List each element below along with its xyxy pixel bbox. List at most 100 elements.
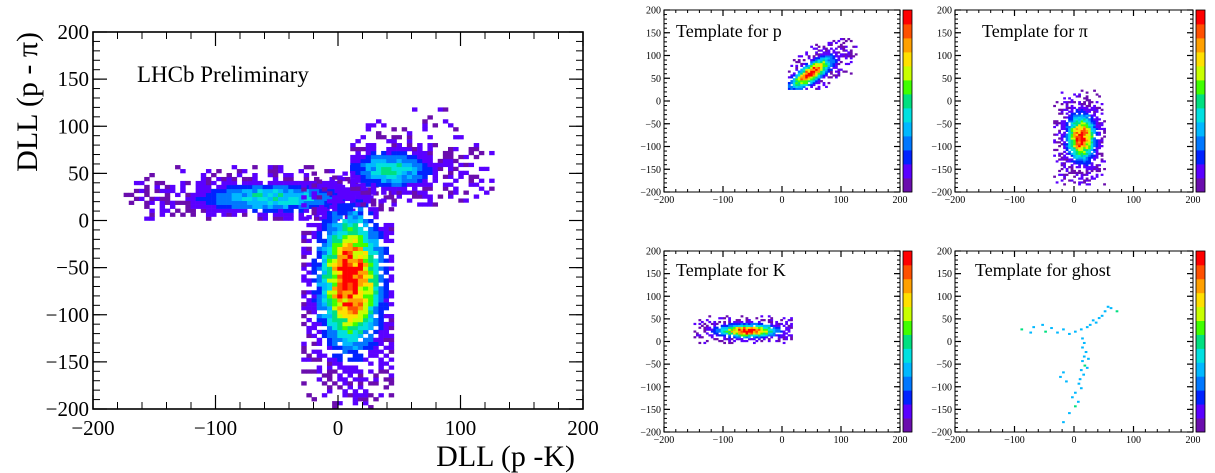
- heatmap-bin: [1053, 139, 1056, 142]
- heatmap-bin: [1058, 141, 1061, 144]
- heatmap-bin: [735, 322, 739, 326]
- heatmap-bin: [1088, 103, 1091, 106]
- heatmap-bin: [362, 401, 369, 406]
- heatmap-bin: [842, 70, 846, 73]
- heatmap-bin: [703, 328, 707, 331]
- heatmap-bin: [321, 207, 328, 212]
- heatmap-bin: [785, 322, 788, 326]
- heatmap-bin: [1083, 150, 1086, 153]
- heatmap-bin: [733, 330, 736, 333]
- heatmap-bin: [365, 162, 372, 168]
- heatmap-bin: [822, 83, 826, 87]
- heatmap-bin: [347, 325, 353, 331]
- heatmap-bin: [175, 192, 181, 198]
- heatmap-bin: [236, 184, 243, 190]
- heatmap-bin: [1098, 125, 1101, 129]
- heatmap-bin: [1090, 164, 1094, 167]
- heatmap-bin: [342, 187, 348, 192]
- heatmap-bin: [847, 53, 851, 56]
- heatmap-bin: [337, 353, 343, 358]
- heatmap-bin: [342, 207, 348, 212]
- heatmap-bin: [780, 330, 784, 333]
- heatmap-bin: [834, 60, 838, 64]
- heatmap-bin: [368, 262, 374, 267]
- heatmap-bin: [842, 53, 846, 56]
- heatmap-bin: [745, 336, 749, 339]
- heatmap-bin: [211, 188, 217, 194]
- heatmap-bin: [827, 43, 831, 46]
- heatmap-bin: [373, 286, 379, 291]
- heatmap-bin: [272, 216, 279, 221]
- heatmap-bin: [342, 226, 348, 232]
- heatmap-bin: [326, 317, 333, 323]
- heatmap-bin: [383, 278, 390, 283]
- heatmap-bin: [1098, 146, 1101, 150]
- heatmap-bin: [830, 47, 833, 50]
- heatmap-bin: [352, 226, 359, 232]
- heatmap-bin: [306, 290, 312, 295]
- heatmap-bin: [247, 196, 253, 202]
- heatmap-bin: [807, 64, 811, 67]
- heatmap-bin: [360, 158, 366, 164]
- heatmap-bin: [316, 274, 323, 279]
- heatmap-bin: [272, 165, 279, 170]
- heatmap-bin: [1068, 141, 1071, 144]
- heatmap-bin: [1083, 110, 1086, 113]
- heatmap-bin: [812, 62, 816, 66]
- heatmap-bin: [738, 330, 741, 333]
- heatmap-bin: [740, 320, 744, 324]
- heatmap-bin: [1100, 122, 1104, 125]
- heatmap-bin: [257, 200, 263, 205]
- heatmap-bin: [1070, 116, 1074, 119]
- heatmap-bin: [321, 254, 328, 259]
- heatmap-bin: [337, 294, 343, 299]
- heatmap-bin: [1100, 152, 1104, 155]
- heatmap-bin: [205, 212, 212, 217]
- heatmap-bin: [1060, 133, 1064, 136]
- heatmap-bin: [406, 135, 413, 140]
- heatmap-bin: [1090, 127, 1094, 131]
- heatmap-bin: [1075, 95, 1079, 98]
- color-scale-segment: [1196, 306, 1205, 322]
- heatmap-bin: [200, 180, 207, 186]
- heatmap-bin: [1090, 141, 1094, 144]
- heatmap-bin: [765, 332, 769, 335]
- heatmap-bin: [332, 222, 338, 228]
- heatmap-bin: [342, 222, 348, 228]
- heatmap-bin: [355, 174, 361, 179]
- heatmap-bin: [760, 330, 764, 333]
- heatmap-bin: [205, 188, 212, 194]
- heatmap-bin: [713, 332, 717, 335]
- heatmap-bin: [337, 250, 343, 255]
- heatmap-bin: [326, 325, 333, 331]
- heatmap-bin: [332, 325, 338, 331]
- heatmap-bin: [324, 196, 330, 202]
- heatmap-bin: [725, 332, 729, 335]
- heatmap-bin: [342, 298, 348, 303]
- heatmap-bin: [352, 246, 359, 251]
- heatmap-bin: [411, 182, 418, 187]
- heatmap-bin: [221, 192, 227, 198]
- heatmap-bin: [473, 143, 480, 148]
- heatmap-bin: [303, 165, 310, 170]
- heatmap-bin: [417, 154, 423, 160]
- heatmap-bin: [757, 320, 761, 324]
- heatmap-bin: [272, 176, 279, 182]
- heatmap-bin: [378, 294, 384, 299]
- heatmap-bin: [381, 162, 387, 168]
- heatmap-bin: [1050, 327, 1053, 330]
- heatmap-bin: [388, 345, 395, 350]
- heatmap-bin: [383, 246, 390, 251]
- heatmap-bin: [787, 319, 791, 322]
- heatmap-bin: [332, 361, 338, 366]
- heatmap-bin: [169, 200, 176, 205]
- heatmap-bin: [383, 282, 390, 287]
- heatmap-bin: [755, 326, 759, 329]
- heatmap-bin: [1093, 131, 1096, 134]
- heatmap-bin: [272, 212, 279, 217]
- heatmap-bin: [743, 328, 746, 331]
- heatmap-bin: [185, 196, 191, 202]
- heatmap-bin: [842, 45, 846, 48]
- heatmap-bin: [733, 334, 736, 337]
- heatmap-bin: [1075, 131, 1079, 134]
